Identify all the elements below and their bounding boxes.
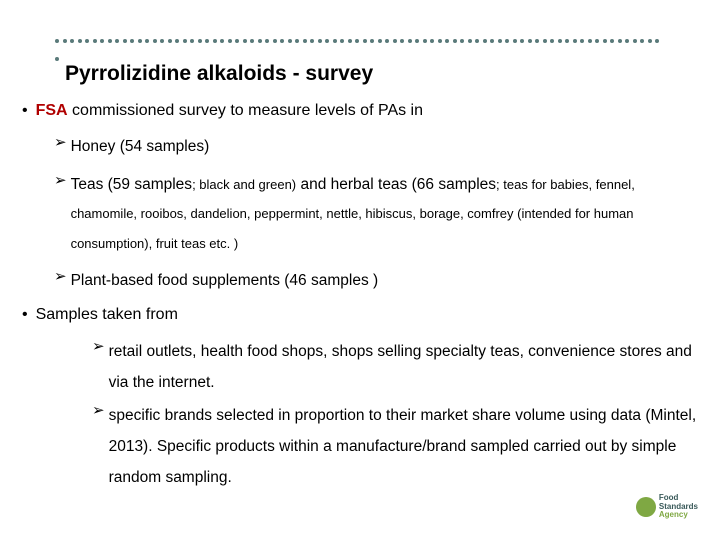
- retail-text: retail outlets, health food shops, shops…: [109, 336, 700, 398]
- fsa-rest: commissioned survey to measure levels of…: [68, 102, 423, 119]
- item-retail: ➢ retail outlets, health food shops, sho…: [92, 336, 700, 398]
- sub-list-2: ➢ retail outlets, health food shops, sho…: [92, 336, 700, 493]
- arrow-icon: ➢: [92, 336, 105, 359]
- item-teas: ➢ Teas (59 samples; black and green) and…: [54, 170, 700, 258]
- logo-l2: Standards: [659, 502, 698, 511]
- plant-text: Plant-based food supplements (46 samples…: [71, 266, 379, 295]
- teas-text: Teas (59 samples; black and green) and h…: [71, 170, 700, 258]
- logo-circle-icon: [636, 497, 656, 517]
- arrow-icon: ➢: [54, 170, 67, 193]
- slide-title: Pyrrolizidine alkaloids - survey: [65, 62, 373, 86]
- honey-text: Honey (54 samples): [71, 132, 210, 161]
- teas-p1: Teas (59 samples: [71, 176, 192, 193]
- logo-text: Food Standards Agency: [659, 494, 698, 520]
- fsa-label: FSA: [36, 102, 68, 119]
- arrow-icon: ➢: [54, 266, 67, 289]
- sub-list-1: ➢ Honey (54 samples) ➢ Teas (59 samples;…: [54, 132, 700, 295]
- item-plant: ➢ Plant-based food supplements (46 sampl…: [54, 266, 700, 295]
- dotted-divider: [55, 30, 665, 34]
- bullet-marker: •: [22, 100, 28, 122]
- bullet-fsa-text: FSA commissioned survey to measure level…: [36, 100, 423, 122]
- arrow-icon: ➢: [54, 132, 67, 155]
- logo-l1: Food: [659, 493, 679, 502]
- item-honey: ➢ Honey (54 samples): [54, 132, 700, 161]
- arrow-icon: ➢: [92, 400, 105, 423]
- bullet-marker: •: [22, 304, 28, 326]
- teas-p2: and herbal teas (66 samples: [296, 176, 496, 193]
- teas-s1: ; black and green): [192, 177, 296, 192]
- item-brands: ➢ specific brands selected in proportion…: [92, 400, 700, 493]
- logo-l3: Agency: [659, 510, 688, 519]
- bullet-fsa: • FSA commissioned survey to measure lev…: [22, 100, 700, 122]
- samples-text: Samples taken from: [36, 304, 178, 326]
- bullet-samples: • Samples taken from: [22, 304, 700, 326]
- brands-text: specific brands selected in proportion t…: [109, 400, 700, 493]
- content-area: • FSA commissioned survey to measure lev…: [22, 100, 700, 495]
- fsa-logo: Food Standards Agency: [636, 488, 698, 526]
